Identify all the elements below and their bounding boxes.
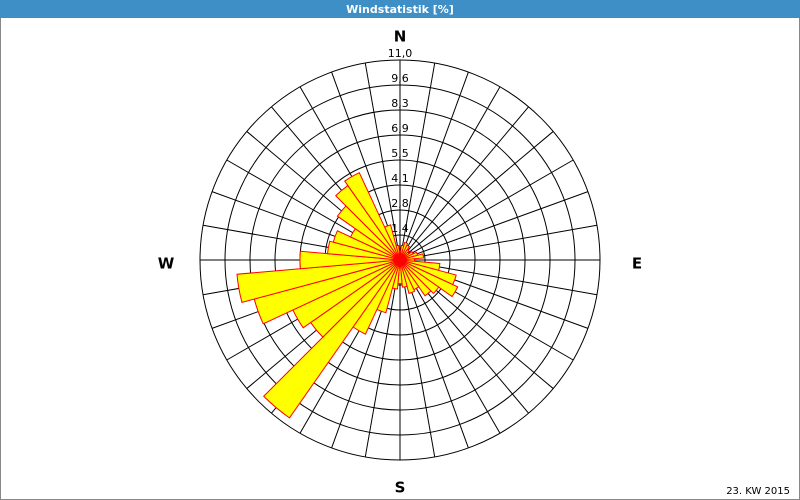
- bars: [236, 172, 459, 419]
- sector-bar: [399, 259, 432, 297]
- sector-bar: [399, 259, 440, 295]
- sector-bar: [399, 259, 416, 294]
- grid-ring: [224, 84, 576, 436]
- sector-bar: [263, 259, 401, 419]
- r-tick-label: 5,5: [391, 147, 409, 160]
- r-tick-label: 4,1: [391, 172, 409, 185]
- grid: [199, 59, 601, 461]
- direction-label: N: [394, 28, 407, 46]
- chart-title: Windstatistik [%]: [346, 3, 454, 16]
- r-tick-label: 11,0: [388, 47, 413, 60]
- center-mark: [394, 254, 401, 261]
- grid-ring: [274, 134, 526, 386]
- sector-bar: [344, 172, 401, 261]
- r-tick-label: 6,9: [391, 122, 409, 135]
- sector-bar: [399, 259, 408, 288]
- sector-bar: [399, 259, 459, 298]
- sector-bar: [383, 224, 401, 261]
- r-tick-label: 8,3: [391, 97, 409, 110]
- direction-label: W: [158, 255, 175, 273]
- sector-bar: [399, 253, 425, 261]
- sector-bar: [299, 250, 401, 270]
- grid-ring: [249, 109, 551, 411]
- r-tick-label: 9,6: [391, 72, 409, 85]
- r-tick-label: 2,8: [391, 197, 409, 210]
- r-tick-label: 1,4: [391, 222, 409, 235]
- title-bar: [0, 0, 800, 18]
- footer: 23. KW 2015: [726, 486, 790, 497]
- grid-ring: [199, 59, 601, 461]
- labels: 1,4 2,8 4,1 5,5 6,9 8,3 9,6 11,0N E S W: [158, 28, 642, 497]
- direction-label: E: [632, 255, 642, 273]
- direction-label: S: [395, 479, 406, 497]
- sector-bar: [236, 259, 401, 303]
